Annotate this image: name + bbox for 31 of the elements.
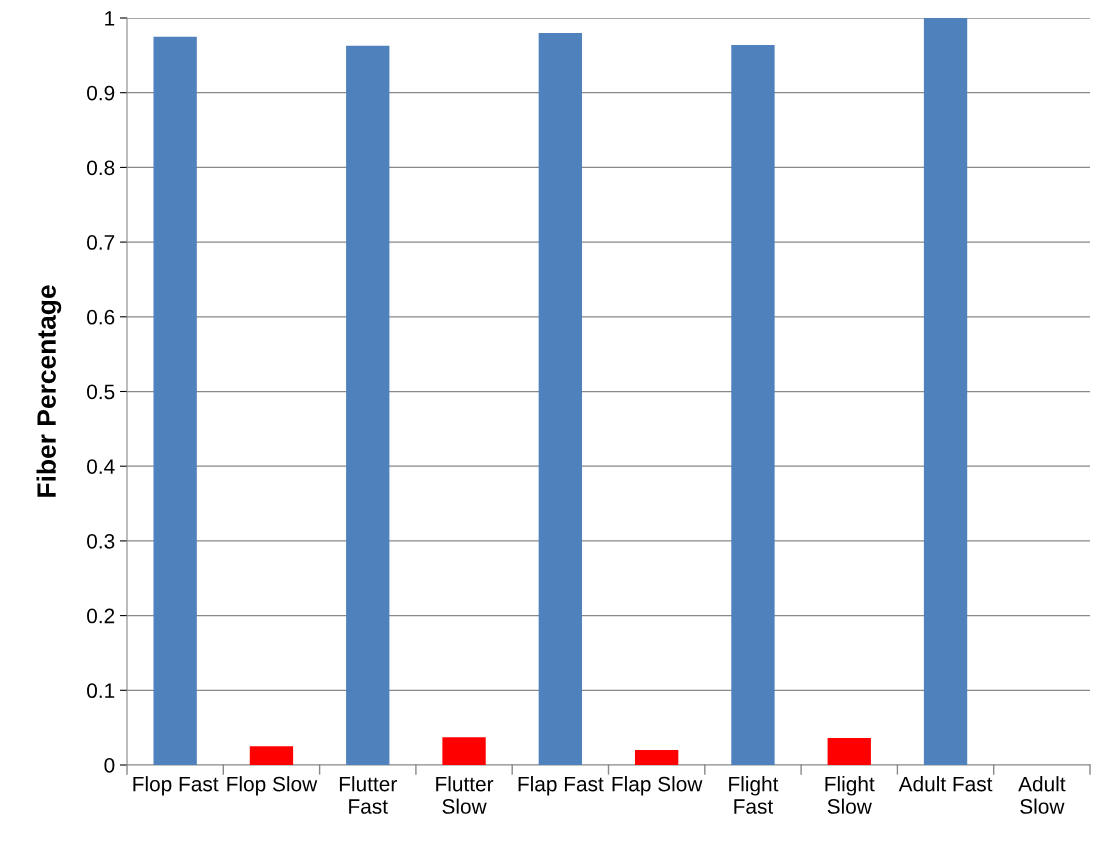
bar bbox=[827, 738, 871, 765]
x-tick-label: Flutter Slow bbox=[436, 776, 494, 814]
y-tick-label: 0 bbox=[104, 758, 115, 773]
bar bbox=[249, 746, 294, 765]
y-tick-label: 0.4 bbox=[87, 459, 115, 474]
y-tick-label: 1 bbox=[105, 11, 115, 26]
bar bbox=[153, 36, 197, 765]
x-tick-label: Flight Fast bbox=[729, 776, 779, 814]
x-tick-label: Adult Slow bbox=[1018, 776, 1066, 814]
y-tick-label: 0.8 bbox=[87, 160, 115, 176]
x-tick-label: Flop Slow bbox=[227, 776, 318, 796]
x-tick-label: Flight Slow bbox=[825, 776, 875, 814]
x-tick-label: Flutter Fast bbox=[339, 776, 397, 814]
y-tick-label: 0.5 bbox=[87, 384, 115, 400]
y-tick-label: 0.7 bbox=[87, 235, 115, 250]
bar bbox=[346, 45, 390, 765]
y-tick-label: 0.3 bbox=[87, 533, 115, 549]
y-tick-label: 0.6 bbox=[87, 309, 115, 325]
x-tick-label: Flap Fast bbox=[518, 776, 604, 796]
bar bbox=[731, 44, 775, 765]
x-tick-label: Flop Fast bbox=[133, 776, 219, 796]
y-tick-label: 0.9 bbox=[87, 85, 115, 101]
bar bbox=[923, 18, 968, 765]
bar bbox=[442, 737, 486, 765]
y-axis-title: Fiber Percentage bbox=[36, 285, 62, 497]
y-tick-label: 0.1 bbox=[87, 683, 115, 699]
x-tick-label: Flap Slow bbox=[612, 776, 703, 796]
y-tick-label: 0.2 bbox=[87, 608, 115, 624]
bar bbox=[538, 32, 583, 765]
bar bbox=[634, 750, 679, 765]
x-tick-label: Adult Fast bbox=[898, 776, 993, 792]
